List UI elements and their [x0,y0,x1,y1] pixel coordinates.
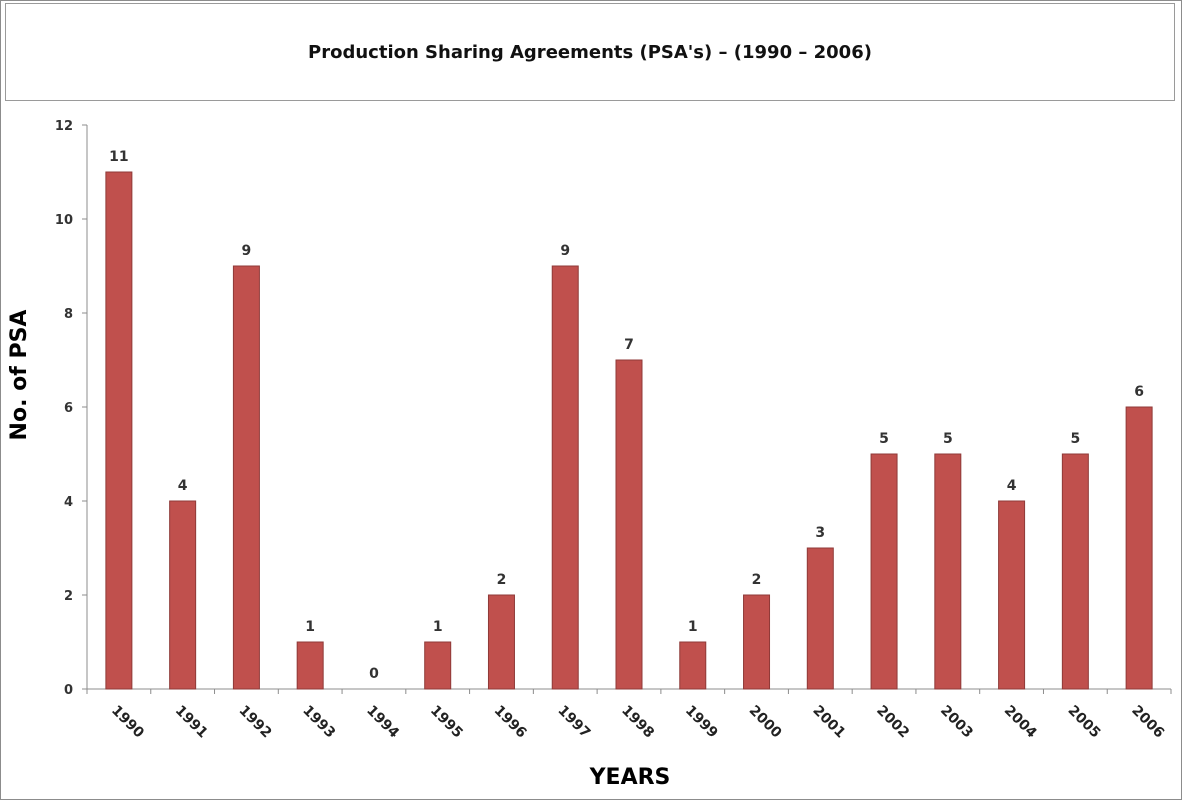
x-tick-label-2006: 2006 [1128,703,1167,742]
y-axis-title: No. of PSA [7,310,32,441]
data-label-1998: 7 [624,337,634,353]
title-box: Production Sharing Agreements (PSA's) – … [5,3,1175,101]
x-tick-label-1997: 1997 [554,703,593,742]
data-label-1993: 1 [305,619,315,635]
data-label-2000: 2 [752,572,762,588]
chart-title: Production Sharing Agreements (PSA's) – … [308,41,872,63]
x-tick-label-1992: 1992 [236,703,275,742]
bar-2005 [1061,453,1089,690]
bar-2004 [998,500,1026,690]
data-label-1999: 1 [688,619,698,635]
bars [105,171,1153,690]
x-tick-label-2001: 2001 [809,703,848,742]
data-label-2005: 5 [1070,431,1080,447]
bar-1992 [232,265,260,690]
data-label-1997: 9 [560,243,570,259]
x-tick-label-2004: 2004 [1001,703,1040,742]
data-label-1994: 0 [369,666,379,682]
bar-2000 [743,594,771,690]
data-label-1991: 4 [178,478,188,494]
x-tick-label-1995: 1995 [427,703,466,742]
x-tick-label-1998: 1998 [618,703,657,742]
x-tick-label-2000: 2000 [746,703,785,742]
data-label-2004: 4 [1007,478,1017,494]
bar-1997 [551,265,579,690]
bar-2002 [870,453,898,690]
bar-2003 [934,453,962,690]
y-tick-label: 4 [64,495,73,510]
data-label-1996: 2 [497,572,507,588]
y-tick-label: 0 [64,683,73,698]
data-label-1990: 11 [109,149,128,165]
bar-1999 [679,641,707,690]
x-tick-label-2003: 2003 [937,703,976,742]
x-tick-label-2002: 2002 [873,703,912,742]
y-tick-label: 12 [55,119,73,134]
bar-1995 [424,641,452,690]
y-tick-label: 2 [64,589,73,604]
category-labels: 1990 1991 1992 1993 1994 1995 1996 1997 1998 1999… [108,703,1167,742]
y-tick-label: 10 [55,213,73,228]
x-axis [86,688,1172,694]
x-tick-label-1993: 1993 [299,703,338,742]
y-tick-label: 6 [64,401,73,416]
x-tick-label-1990: 1990 [108,703,147,742]
data-label-2001: 3 [815,525,825,541]
bar-1996 [487,594,515,690]
x-tick-label-2005: 2005 [1065,703,1104,742]
y-axis: 0 2 4 6 8 10 12 [55,119,88,698]
x-axis-title: YEARS [589,765,671,790]
bar-2006 [1125,406,1153,690]
data-label-1992: 9 [242,243,252,259]
x-tick-label-1999: 1999 [682,703,721,742]
bar-1990 [105,171,133,690]
data-label-2006: 6 [1134,384,1144,400]
x-tick-label-1991: 1991 [172,703,211,742]
x-tick-label-1994: 1994 [363,703,402,742]
data-label-2003: 5 [943,431,953,447]
y-tick-label: 8 [64,307,73,322]
bar-1993 [296,641,324,690]
data-labels: 11 4 9 1 0 1 2 9 7 1 2 3 5 5 4 5 6 [109,149,1144,682]
bar-1991 [169,500,197,690]
x-tick-label-1996: 1996 [491,703,530,742]
bar-1998 [615,359,643,690]
bar-2001 [806,547,834,690]
data-label-2002: 5 [879,431,889,447]
data-label-1995: 1 [433,619,443,635]
